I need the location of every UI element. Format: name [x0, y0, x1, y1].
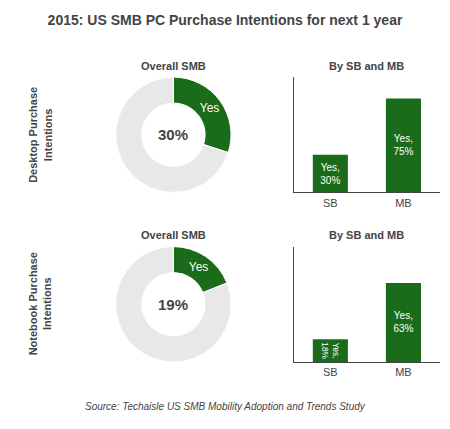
- svg-text:Notebook PurchaseIntentions: Notebook PurchaseIntentions: [27, 252, 53, 355]
- svg-text:MB: MB: [395, 366, 412, 378]
- svg-text:By SB and MB: By SB and MB: [329, 229, 404, 241]
- svg-text:Overall SMB: Overall SMB: [141, 229, 206, 241]
- svg-text:SB: SB: [323, 197, 338, 209]
- svg-text:Yes,75%: Yes,75%: [393, 133, 413, 157]
- svg-text:Yes,18%: Yes,18%: [320, 342, 340, 359]
- svg-text:SB: SB: [323, 366, 338, 378]
- svg-text:Yes,30%: Yes,30%: [320, 162, 340, 186]
- svg-text:Yes: Yes: [200, 101, 220, 115]
- svg-text:By SB and MB: By SB and MB: [329, 60, 404, 72]
- svg-text:MB: MB: [395, 197, 412, 209]
- svg-text:Desktop PurchaseIntentions: Desktop PurchaseIntentions: [27, 87, 53, 183]
- svg-text:Yes,63%: Yes,63%: [393, 310, 413, 334]
- svg-text:30%: 30%: [158, 126, 188, 143]
- svg-text:19%: 19%: [158, 296, 188, 313]
- svg-text:2015: US SMB PC Purchase Inten: 2015: US SMB PC Purchase Intentions for …: [48, 12, 403, 28]
- svg-text:Yes: Yes: [189, 260, 209, 274]
- svg-text:Source: Techaisle US SMB Mobil: Source: Techaisle US SMB Mobility Adopti…: [85, 401, 366, 412]
- svg-text:Overall SMB: Overall SMB: [141, 60, 206, 72]
